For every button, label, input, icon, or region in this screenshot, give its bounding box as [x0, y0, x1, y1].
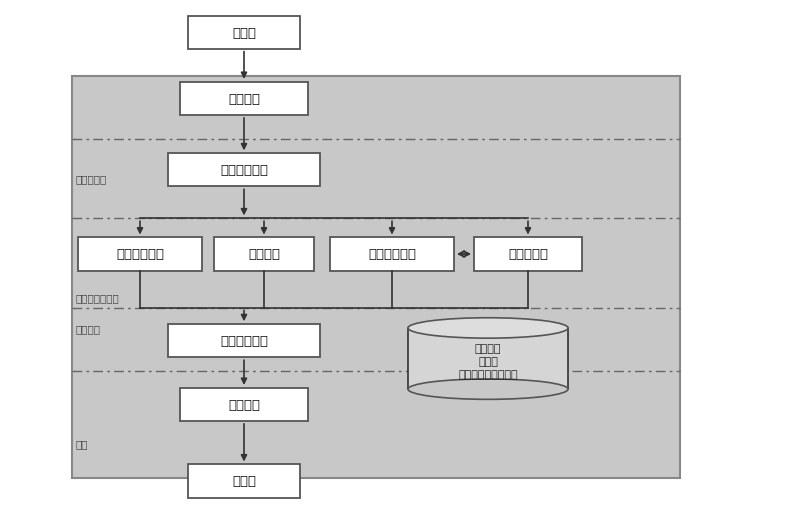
Text: 設計開発部門: 設計開発部門 [116, 248, 164, 261]
Text: 外注管理部門: 外注管理部門 [368, 248, 416, 261]
Bar [188, 464, 300, 498]
Bar [408, 328, 568, 389]
Bar [72, 76, 680, 478]
Bar [180, 388, 308, 421]
Text: 外注委託先: 外注委託先 [508, 248, 548, 261]
Ellipse shape [408, 318, 568, 338]
Text: 品質保証部門: 品質保証部門 [220, 164, 268, 177]
Bar [188, 16, 300, 49]
Text: 原因分析: 原因分析 [474, 344, 502, 354]
Text: 営業担当: 営業担当 [228, 398, 260, 411]
Text: 調査・解析: 調査・解析 [76, 174, 107, 184]
Text: 不具合データベース: 不具合データベース [458, 369, 518, 379]
Text: 製造部門: 製造部門 [248, 248, 280, 261]
Text: 品質保証部門: 品質保証部門 [220, 334, 268, 348]
Bar [180, 82, 308, 116]
Bar [330, 238, 454, 271]
Bar [214, 238, 314, 271]
Ellipse shape [408, 379, 568, 400]
Text: お客様: お客様 [232, 26, 256, 40]
Bar [474, 238, 582, 271]
Bar [168, 154, 320, 187]
Text: 営業担当: 営業担当 [228, 93, 260, 106]
Text: 分類別: 分類別 [478, 356, 498, 366]
Text: 当社: 当社 [76, 438, 89, 448]
Bar [78, 238, 202, 271]
Text: お客様: お客様 [232, 474, 256, 488]
Text: 水平展開: 水平展開 [76, 323, 101, 333]
Bar [168, 325, 320, 357]
Text: 原因究明・対策: 原因究明・対策 [76, 293, 120, 303]
